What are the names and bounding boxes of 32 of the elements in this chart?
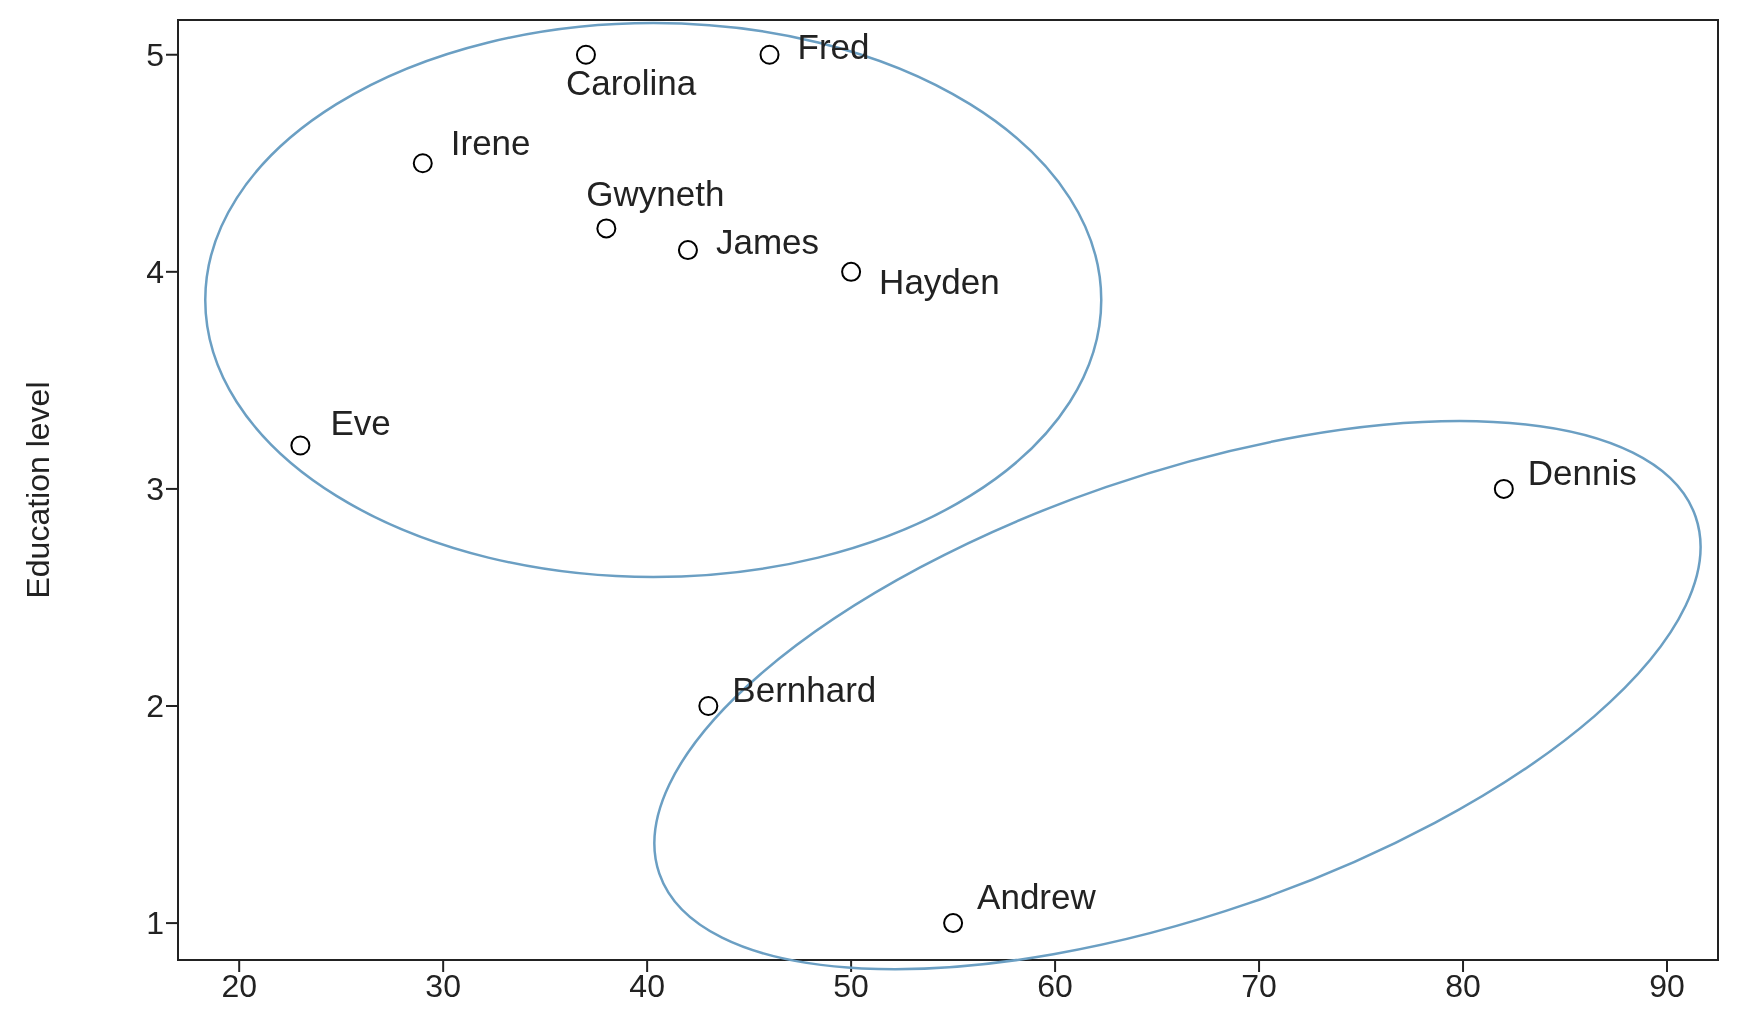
annotation: Carolina: [565, 62, 697, 102]
annotation: Gwyneth: [586, 174, 725, 214]
x-tick-label: 60: [1037, 967, 1073, 1004]
point: [943, 913, 964, 934]
point: [677, 240, 698, 261]
point: [575, 44, 596, 65]
y-tick-label: 5: [146, 37, 164, 74]
x-tick-label: 70: [1241, 967, 1277, 1004]
x-tick-label: 50: [833, 967, 869, 1004]
x-tick-label: 40: [629, 967, 665, 1004]
y-axis-title: Education level: [20, 381, 57, 599]
annotation: Dennis: [1527, 452, 1637, 492]
point: [290, 435, 311, 456]
annotation: Irene: [450, 123, 531, 163]
point: [412, 153, 433, 174]
point: [698, 696, 719, 717]
x-tick-label: 80: [1445, 967, 1481, 1004]
y-tick-label: 2: [146, 688, 164, 725]
x-tick-label: 90: [1649, 967, 1685, 1004]
y-tick-label: 3: [146, 471, 164, 508]
point: [759, 44, 780, 65]
annotation: Eve: [330, 403, 391, 443]
point: [596, 218, 617, 239]
y-tick-label: 1: [146, 905, 164, 942]
x-tick-label: 20: [221, 967, 257, 1004]
x-tick-label: 30: [425, 967, 461, 1004]
annotation: James: [715, 222, 820, 262]
point: [841, 261, 862, 282]
point: [1493, 478, 1514, 499]
annotation: Andrew: [977, 877, 1097, 917]
y-tick-label: 4: [146, 254, 164, 291]
annotation: Hayden: [879, 261, 1000, 301]
